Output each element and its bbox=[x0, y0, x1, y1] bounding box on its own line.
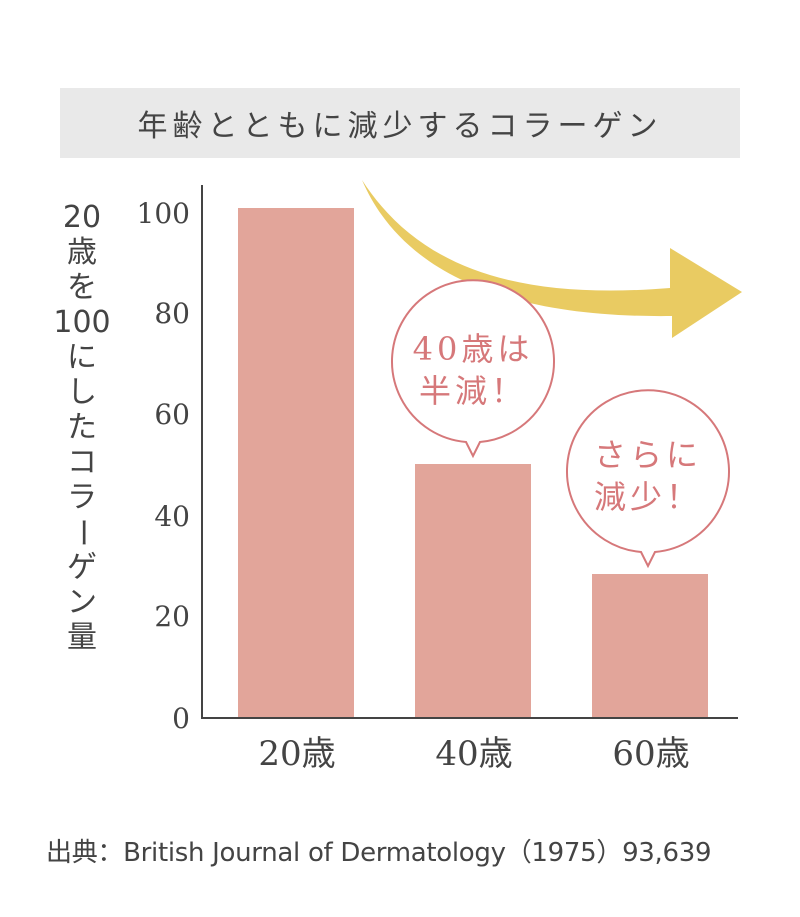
y-label-char: ゲ bbox=[67, 550, 97, 585]
y-label-char: た bbox=[67, 410, 97, 445]
y-tick-20: 20 bbox=[154, 600, 190, 633]
y-label-char: を bbox=[67, 270, 97, 305]
bar-60 bbox=[592, 574, 708, 718]
x-tick-40: 40歳 bbox=[435, 734, 512, 774]
y-label-char: ン bbox=[67, 585, 97, 620]
callout-bubble-60: さらに 減少！ bbox=[566, 389, 730, 569]
y-label-char: 歳 bbox=[67, 235, 97, 270]
bar-20 bbox=[238, 208, 354, 718]
x-tick-60: 60歳 bbox=[612, 734, 689, 774]
chart-title: 年齢とともに減少するコラーゲン bbox=[137, 109, 663, 144]
trend-arrow-icon bbox=[362, 180, 742, 338]
y-label-char: し bbox=[67, 375, 97, 410]
callout-40-line2: 半減！ bbox=[419, 372, 527, 410]
y-tick-60: 60 bbox=[154, 398, 190, 431]
y-label-char: コ bbox=[67, 445, 97, 480]
source-citation: 出典：British Journal of Dermatology（1975）9… bbox=[46, 838, 712, 868]
callout-60-line2: 減少！ bbox=[594, 478, 702, 516]
y-tick-0: 0 bbox=[172, 702, 190, 735]
y-label-char: 量 bbox=[67, 620, 97, 655]
y-label-char: 100 bbox=[53, 305, 111, 340]
bar-40 bbox=[415, 464, 531, 718]
x-tick-20: 20歳 bbox=[258, 734, 335, 774]
y-label-char: 20 bbox=[62, 200, 102, 235]
y-label-char: ラ bbox=[67, 480, 97, 515]
callout-bubble-40: 40歳は 半減！ bbox=[391, 279, 555, 459]
callout-60-line1: さらに bbox=[594, 436, 702, 474]
y-label-char: に bbox=[67, 340, 97, 375]
callout-40-line1: 40歳は bbox=[413, 330, 534, 368]
y-tick-80: 80 bbox=[154, 297, 190, 330]
y-axis-label: 20 歳 を 100 に し た コ ラ ー ゲ ン 量 bbox=[53, 200, 110, 655]
chart-title-box: 年齢とともに減少するコラーゲン bbox=[60, 88, 740, 158]
y-tick-40: 40 bbox=[154, 500, 190, 533]
y-tick-100: 100 bbox=[137, 197, 190, 230]
